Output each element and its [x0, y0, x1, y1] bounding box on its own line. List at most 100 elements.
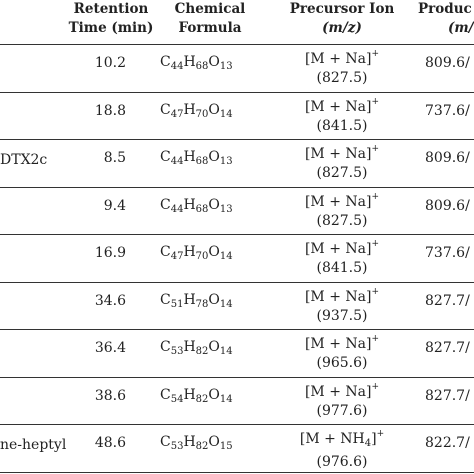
precursor-charge: + — [376, 429, 385, 439]
precursor-mz: (827.5) — [316, 70, 368, 86]
formula-o: O — [208, 244, 220, 260]
formula-h: H — [183, 386, 196, 403]
table-row: DTX2c 8.5 C44H68O13 [M + Na]+ (827.5) 809.6/ — [0, 140, 474, 188]
formula-c-count: 53 — [170, 441, 184, 452]
precursor-adduct: [M + Na] — [304, 241, 372, 257]
formula-c: C — [160, 54, 171, 70]
table-row: ne-heptyl 48.6 C53H82O15 [M + NH4]+ (976.6) 8… — [0, 425, 474, 473]
precursor-adduct: [M + Na] — [304, 288, 372, 305]
row-rule — [0, 329, 474, 330]
precursor-adduct-line: [M + Na]+ — [272, 45, 412, 69]
formula-o: O — [208, 149, 220, 165]
precursor-mz: (937.5) — [316, 307, 368, 324]
row-rule — [0, 91, 474, 93]
precursor-charge: + — [371, 334, 380, 344]
precursor-mz: (827.5) — [316, 212, 368, 229]
formula-c-count: 51 — [170, 298, 184, 310]
row-chemical-formula: C54H82O14 — [160, 387, 260, 405]
precursor-adduct-close: ] — [371, 431, 377, 447]
row-chemical-formula: C51H78O14 — [160, 292, 260, 310]
row-retention-time: 18.8 — [94, 102, 126, 119]
row-precursor-ion: [M + Na]+ (827.5) — [272, 188, 412, 231]
row-retention-time: 9.4 — [103, 197, 126, 214]
row-product-ion: 827.7/ — [425, 387, 470, 404]
row-chemical-formula: C44H68O13 — [160, 54, 260, 72]
formula-c-count: 54 — [170, 393, 184, 405]
formula-h-count: 78 — [195, 298, 209, 310]
formula-h-count: 70 — [195, 251, 209, 262]
row-product-ion: 737.6/ — [425, 245, 470, 261]
row-rule — [0, 424, 474, 425]
header-retention-time: Retention Time (min) — [66, 0, 156, 38]
formula-c: C — [160, 291, 171, 308]
table-row: 16.9 C47H70O14 [M + Na]+ (841.5) 737.6/ — [0, 235, 474, 283]
precursor-adduct: [M + Na] — [304, 51, 372, 67]
row-rule — [0, 471, 474, 473]
row-precursor-ion: [M + NH4]+ (976.6) — [272, 425, 412, 472]
formula-o: O — [208, 434, 220, 450]
table-row: 18.8 C47H70O14 [M + Na]+ (841.5) 737.6/ — [0, 93, 474, 140]
row-compound-name: ne-heptyl — [0, 437, 67, 453]
table-header: Retention Time (min) Chemical Formula Pr… — [0, 0, 474, 58]
formula-c: C — [160, 339, 171, 355]
row-retention-time: 10.2 — [94, 55, 126, 71]
precursor-adduct: [M + NH — [299, 431, 365, 447]
row-retention-time: 38.6 — [94, 387, 126, 404]
precursor-mz: (977.6) — [316, 402, 368, 419]
table-row: 36.4 C53H82O14 [M + Na]+ (965.6) 827.7/ — [0, 330, 474, 378]
formula-o-count: 14 — [219, 298, 233, 310]
formula-o-count: 13 — [219, 203, 233, 215]
row-retention-time: 8.5 — [103, 150, 126, 166]
header-formula-line1: Chemical — [174, 1, 246, 17]
formula-c-count: 47 — [170, 108, 184, 120]
formula-c-count: 44 — [170, 156, 184, 167]
row-rule — [0, 281, 474, 283]
header-rule — [0, 44, 474, 45]
formula-o: O — [208, 101, 220, 118]
row-rule — [0, 234, 474, 235]
row-precursor-ion: [M + Na]+ (827.5) — [272, 140, 412, 183]
formula-h-count: 82 — [195, 393, 209, 405]
precursor-adduct: [M + Na] — [304, 146, 372, 162]
formula-h-count: 82 — [195, 441, 209, 452]
formula-o-count: 14 — [219, 393, 233, 405]
precursor-charge: + — [371, 191, 380, 202]
precursor-adduct-line: [M + Na]+ — [272, 283, 412, 307]
formula-h: H — [183, 196, 196, 213]
row-chemical-formula: C53H82O14 — [160, 339, 260, 357]
header-product-mz: (m/ — [448, 20, 474, 36]
row-product-ion: 822.7/ — [425, 435, 470, 451]
row-product-ion: 827.7/ — [425, 340, 470, 356]
formula-c: C — [160, 434, 171, 450]
formula-c-count: 47 — [170, 251, 184, 262]
precursor-adduct: [M + Na] — [304, 336, 372, 352]
formula-c-count: 44 — [170, 61, 184, 72]
precursor-adduct-line: [M + Na]+ — [272, 235, 412, 259]
precursor-nh4-sub: 4 — [364, 438, 372, 449]
formula-h-count: 68 — [195, 203, 209, 215]
precursor-mz: (976.6) — [316, 454, 368, 470]
table-row: 9.4 C44H68O13 [M + Na]+ (827.5) 809.6/ — [0, 188, 474, 235]
precursor-adduct-line: [M + NH4]+ — [272, 425, 412, 453]
precursor-adduct-line: [M + Na]+ — [272, 330, 412, 354]
formula-o: O — [208, 54, 220, 70]
header-product-line1: Produc — [418, 1, 472, 17]
row-product-ion: 737.6/ — [425, 102, 470, 119]
row-chemical-formula: C44H68O13 — [160, 197, 260, 215]
precursor-mz: (827.5) — [316, 165, 368, 181]
precursor-adduct-line: [M + Na]+ — [272, 140, 412, 164]
formula-h-count: 68 — [195, 61, 209, 72]
precursor-charge: + — [371, 239, 380, 249]
formula-c: C — [160, 196, 171, 213]
precursor-charge: + — [371, 144, 380, 154]
precursor-adduct-line: [M + Na]+ — [272, 378, 412, 402]
formula-h-count: 82 — [195, 346, 209, 357]
table-row: 10.2 C44H68O13 [M + Na]+ (827.5) 809.6/ — [0, 45, 474, 93]
formula-c-count: 53 — [170, 346, 184, 357]
header-precursor-ion: Precursor Ion (m/z) — [282, 0, 402, 38]
row-rule — [0, 139, 474, 140]
formula-h: H — [183, 434, 196, 450]
row-rule — [0, 376, 474, 378]
header-precursor-line2: (m/z) — [282, 19, 402, 38]
